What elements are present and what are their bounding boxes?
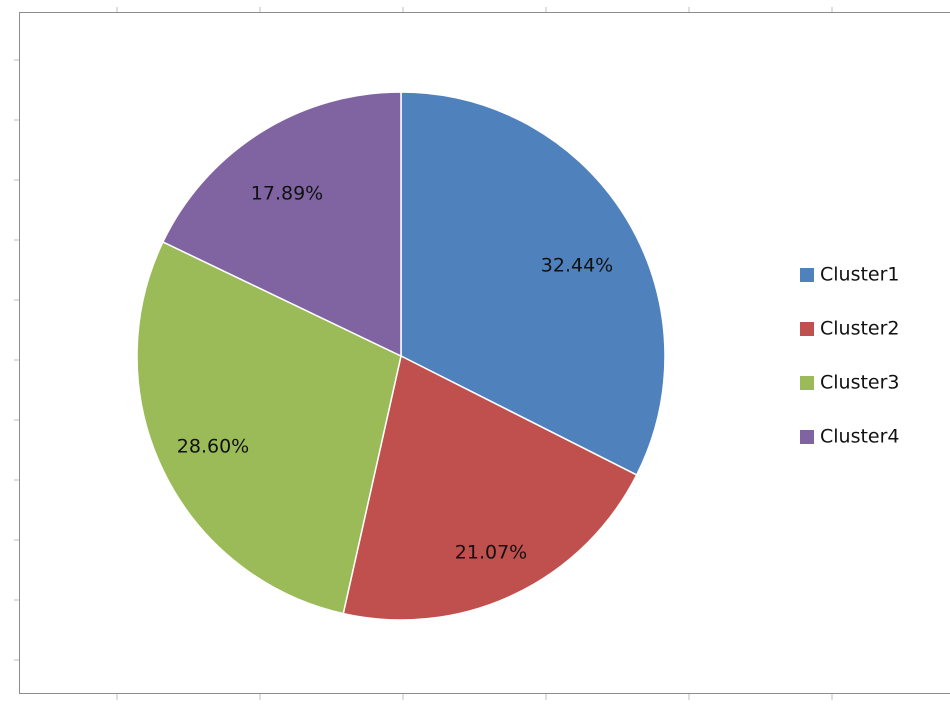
data-labels: 32.44% 21.07% 28.60% 17.89% [177,183,613,564]
legend-swatch-cluster4 [800,430,814,444]
legend-swatch-cluster3 [800,376,814,390]
legend: Cluster1 Cluster2 Cluster3 Cluster4 [800,264,900,448]
pie-slice-cluster2 [342,354,638,621]
frame-ticks [14,7,833,700]
legend-label-cluster4: Cluster4 [820,426,900,448]
data-label-cluster1: 32.44% [541,255,613,277]
legend-swatch-cluster1 [800,268,814,282]
pie-slice-cluster3 [136,240,402,615]
legend-label-cluster1: Cluster1 [820,264,900,286]
data-label-cluster2: 21.07% [455,542,527,564]
pie-slices [136,91,666,621]
legend-swatch-cluster2 [800,322,814,336]
data-label-cluster3: 28.60% [177,436,249,458]
data-label-cluster4: 17.89% [251,183,323,205]
pie-slice-cluster4 [161,91,402,358]
pie-slice-cluster1 [400,91,666,476]
legend-label-cluster2: Cluster2 [820,318,900,340]
legend-label-cluster3: Cluster3 [820,372,900,394]
